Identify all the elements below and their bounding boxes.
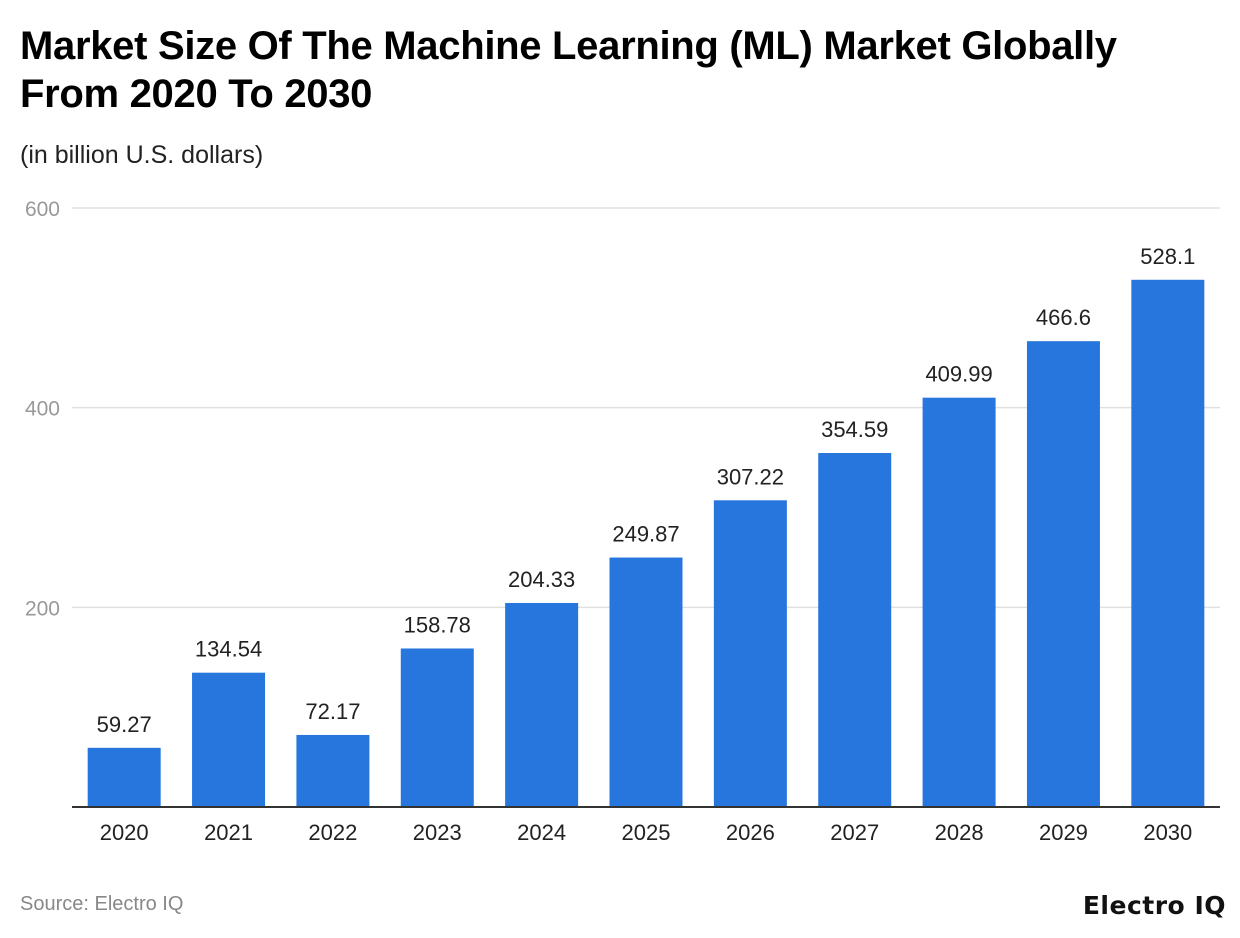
x-tick-label: 2020 (100, 820, 149, 845)
x-tick-label: 2025 (622, 820, 671, 845)
bar (713, 500, 787, 807)
data-label: 528.1 (1140, 244, 1195, 269)
data-label: 466.6 (1036, 305, 1091, 330)
electro-iq-logo: Electro IQ (1082, 891, 1226, 920)
x-tick-label: 2030 (1143, 820, 1192, 845)
x-tick-label: 2022 (308, 820, 357, 845)
bar (1026, 341, 1100, 807)
y-tick-label: 400 (25, 398, 60, 421)
bar (296, 734, 370, 807)
x-tick-label: 2023 (413, 820, 462, 845)
y-tick-label: 200 (25, 597, 60, 620)
bar (818, 453, 892, 807)
data-label: 249.87 (612, 522, 679, 547)
data-label: 72.17 (305, 699, 360, 724)
data-label: 409.99 (925, 362, 992, 387)
bar (609, 557, 683, 807)
data-label: 204.33 (508, 567, 575, 592)
data-label: 158.78 (404, 612, 471, 637)
bar (922, 397, 996, 807)
x-tick-label: 2021 (204, 820, 253, 845)
bar (1131, 279, 1205, 807)
chart-subtitle: (in billion U.S. dollars) (20, 141, 264, 169)
x-tick-label: 2028 (935, 820, 984, 845)
data-label: 354.59 (821, 417, 888, 442)
data-label: 307.22 (717, 464, 784, 489)
bar (400, 648, 474, 807)
y-tick-label: 600 (25, 198, 60, 221)
x-tick-label: 2024 (517, 820, 566, 845)
data-label: 59.27 (97, 712, 152, 737)
x-tick-label: 2029 (1039, 820, 1088, 845)
x-tick-label: 2027 (830, 820, 879, 845)
chart-title: Market Size Of The Machine Learning (ML)… (20, 24, 1117, 116)
data-label: 134.54 (195, 637, 262, 662)
x-tick-label: 2026 (726, 820, 775, 845)
bar (87, 747, 161, 807)
bar (192, 672, 266, 807)
source-note: Source: Electro IQ (20, 893, 184, 915)
bar (505, 603, 579, 807)
